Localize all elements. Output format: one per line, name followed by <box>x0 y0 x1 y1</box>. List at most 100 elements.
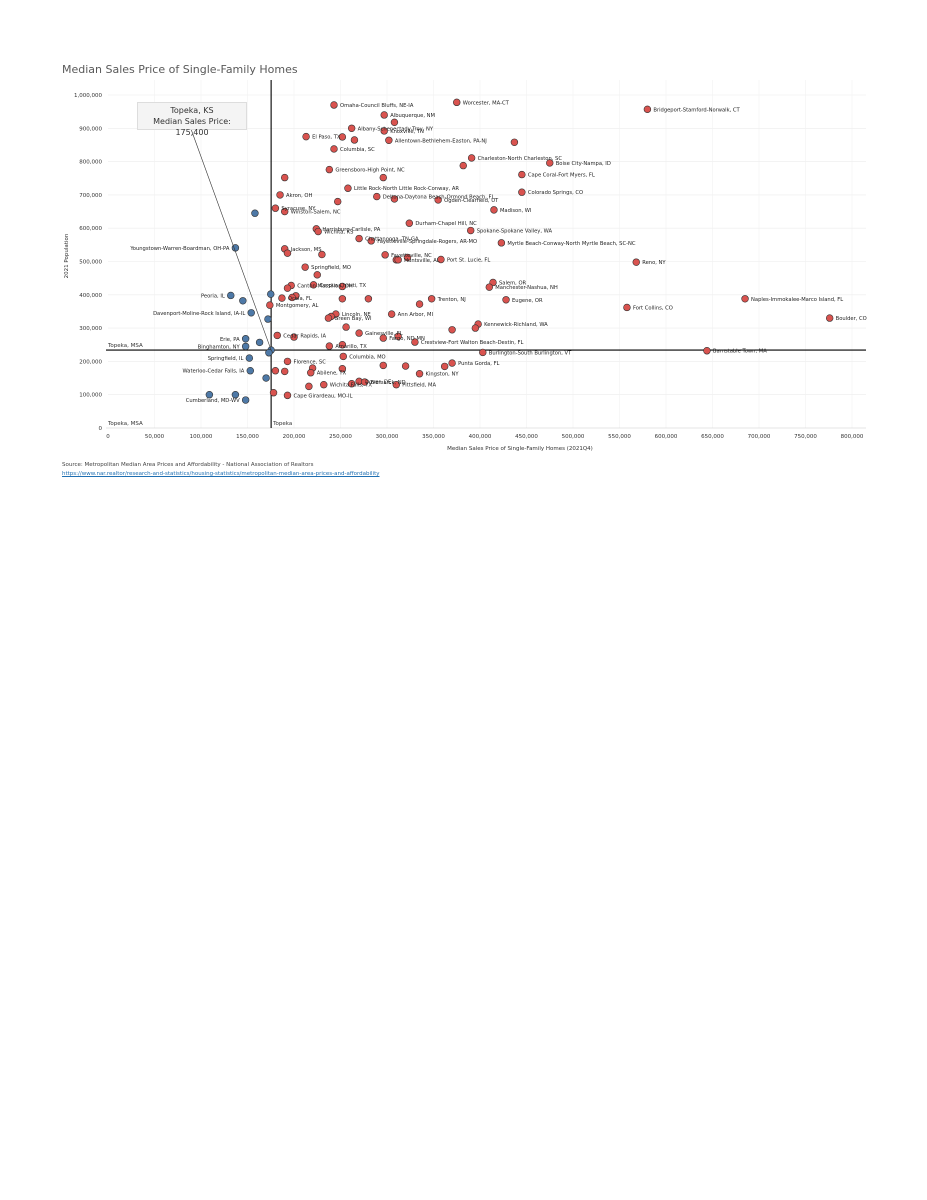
data-point[interactable] <box>490 206 498 214</box>
data-point[interactable] <box>271 204 280 212</box>
data-point[interactable] <box>390 195 399 203</box>
data-point[interactable] <box>227 291 235 300</box>
data-point[interactable] <box>338 341 347 349</box>
data-point[interactable] <box>330 145 338 153</box>
data-point[interactable] <box>347 124 356 133</box>
data-point[interactable] <box>339 352 347 361</box>
data-point[interactable] <box>338 295 347 303</box>
data-point[interactable] <box>313 271 321 279</box>
data-point[interactable] <box>338 365 347 373</box>
data-point[interactable] <box>415 370 424 378</box>
data-point[interactable] <box>392 381 400 389</box>
data-point[interactable] <box>741 295 749 303</box>
data-point[interactable] <box>290 333 298 341</box>
data-point[interactable] <box>380 111 388 119</box>
data-point[interactable] <box>405 219 414 227</box>
data-point[interactable] <box>320 381 328 389</box>
data-point[interactable] <box>309 281 318 289</box>
data-point[interactable] <box>518 170 526 179</box>
data-point[interactable] <box>703 347 711 355</box>
data-point[interactable] <box>380 127 388 135</box>
data-point[interactable] <box>281 173 289 182</box>
data-point[interactable] <box>239 297 247 305</box>
data-point[interactable] <box>325 165 334 174</box>
data-point[interactable] <box>281 207 289 216</box>
data-point[interactable] <box>283 357 292 366</box>
data-point[interactable] <box>401 362 410 370</box>
data-point[interactable] <box>262 374 270 382</box>
data-point[interactable] <box>245 354 254 362</box>
data-point[interactable] <box>347 380 356 388</box>
data-point[interactable] <box>251 209 259 217</box>
data-point[interactable] <box>283 284 292 292</box>
data-point[interactable] <box>281 367 289 376</box>
data-point[interactable] <box>379 361 387 370</box>
data-point[interactable] <box>510 138 519 146</box>
data-point[interactable] <box>271 367 280 375</box>
data-point[interactable] <box>314 227 322 236</box>
data-point[interactable] <box>453 98 461 107</box>
data-point[interactable] <box>485 283 493 291</box>
data-point[interactable] <box>825 314 834 322</box>
data-point[interactable] <box>301 263 309 271</box>
data-point[interactable] <box>373 192 381 201</box>
data-point[interactable] <box>334 197 342 206</box>
data-point[interactable] <box>350 136 359 144</box>
data-point[interactable] <box>266 301 274 309</box>
data-point[interactable] <box>205 391 214 399</box>
data-point[interactable] <box>288 293 296 302</box>
data-point[interactable] <box>459 161 467 170</box>
data-point[interactable] <box>305 382 313 391</box>
data-point[interactable] <box>267 290 275 298</box>
data-point[interactable] <box>325 342 334 350</box>
data-point[interactable] <box>344 184 352 192</box>
data-point[interactable] <box>632 258 640 266</box>
data-point[interactable] <box>427 295 436 303</box>
data-point[interactable] <box>273 331 281 340</box>
data-point[interactable] <box>241 335 250 343</box>
data-point[interactable] <box>264 315 272 323</box>
data-point[interactable] <box>394 256 402 264</box>
data-point[interactable] <box>330 101 338 109</box>
data-point[interactable] <box>643 105 652 114</box>
data-point[interactable] <box>283 391 292 400</box>
data-point[interactable] <box>265 349 273 357</box>
data-point[interactable] <box>367 237 375 245</box>
data-point[interactable] <box>355 329 363 337</box>
data-point[interactable] <box>479 348 487 357</box>
data-point[interactable] <box>231 391 240 399</box>
data-point[interactable] <box>307 369 315 377</box>
data-point[interactable] <box>437 255 445 264</box>
data-point[interactable] <box>302 132 310 141</box>
data-point[interactable] <box>467 226 475 235</box>
data-point[interactable] <box>269 389 278 397</box>
data-point[interactable] <box>385 136 393 144</box>
data-point[interactable] <box>390 118 399 127</box>
data-point[interactable] <box>255 338 264 347</box>
data-point[interactable] <box>247 309 255 317</box>
data-point[interactable] <box>518 188 526 196</box>
data-point[interactable] <box>403 253 412 262</box>
data-point[interactable] <box>338 133 347 141</box>
data-point[interactable] <box>448 359 456 367</box>
data-point[interactable] <box>394 332 402 341</box>
data-point[interactable] <box>318 250 326 259</box>
data-point[interactable] <box>448 326 456 334</box>
data-point[interactable] <box>355 234 363 243</box>
data-point[interactable] <box>440 362 449 371</box>
data-point[interactable] <box>623 303 631 312</box>
data-point[interactable] <box>379 334 387 342</box>
data-point[interactable] <box>467 154 476 162</box>
data-point[interactable] <box>502 296 510 304</box>
data-point[interactable] <box>342 323 350 331</box>
data-point[interactable] <box>278 294 286 302</box>
data-point[interactable] <box>364 295 373 303</box>
data-point[interactable] <box>381 251 389 259</box>
data-point[interactable] <box>387 310 396 318</box>
data-point[interactable] <box>241 342 250 351</box>
data-point[interactable] <box>360 378 369 386</box>
data-point[interactable] <box>411 338 419 346</box>
data-point[interactable] <box>415 300 424 308</box>
data-point[interactable] <box>246 367 254 375</box>
data-point[interactable] <box>338 282 347 291</box>
